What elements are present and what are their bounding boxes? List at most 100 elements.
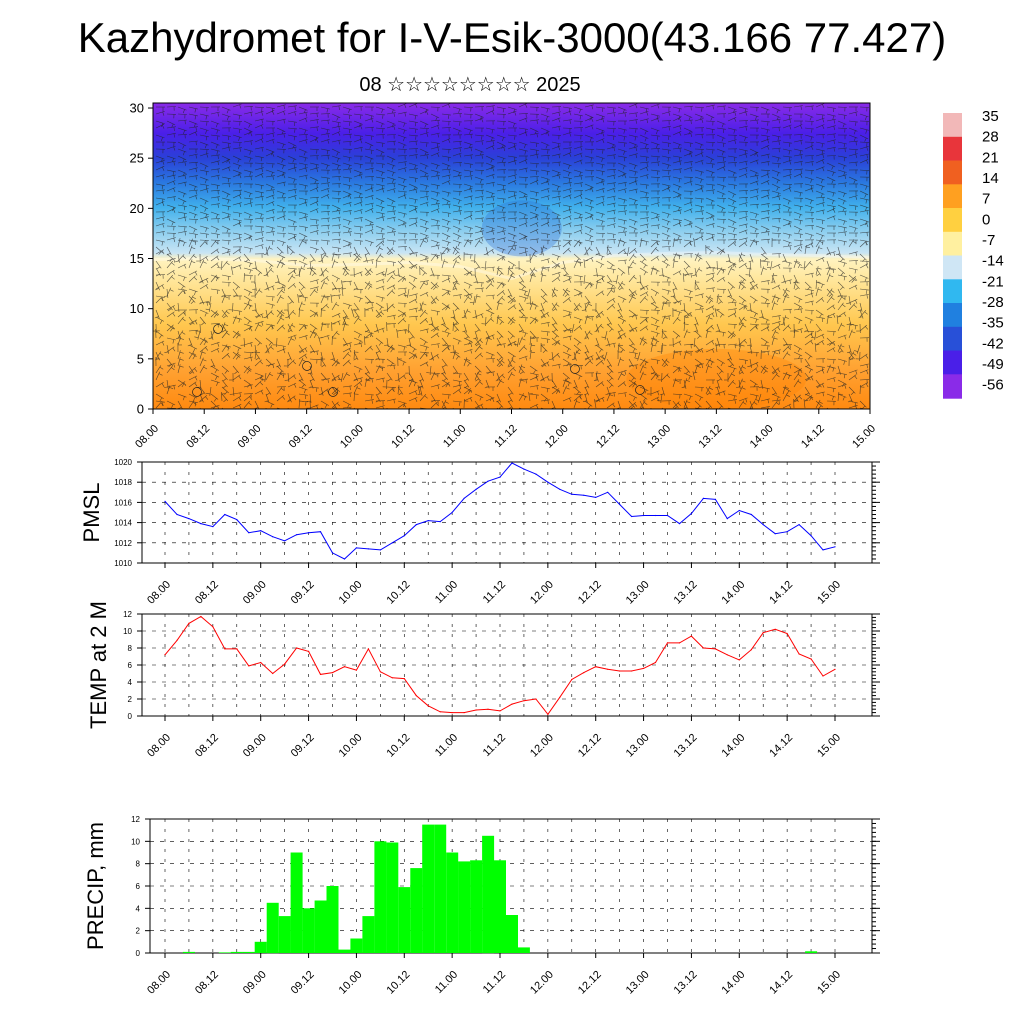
wind-barb-flag bbox=[601, 220, 603, 225]
wind-barb bbox=[661, 288, 671, 292]
wind-barb bbox=[375, 134, 386, 136]
wind-barb bbox=[583, 259, 586, 269]
wind-barb-flag bbox=[249, 248, 252, 253]
wind-barb-flag bbox=[403, 179, 405, 184]
wind-barb bbox=[837, 246, 841, 256]
wind-barb-flag bbox=[261, 218, 263, 223]
wind-barb bbox=[694, 253, 703, 260]
wind-barb-flag bbox=[623, 249, 627, 254]
wind-barb bbox=[386, 216, 396, 220]
wind-barb bbox=[331, 148, 341, 154]
wind-barb-flag bbox=[547, 222, 550, 227]
wind-barb-flag bbox=[204, 207, 207, 212]
wind-barb bbox=[375, 302, 384, 309]
wind-barb bbox=[793, 239, 804, 241]
wind-barb-flag bbox=[578, 304, 582, 308]
wind-barb bbox=[353, 281, 359, 291]
wind-barb-flag bbox=[371, 188, 374, 193]
wind-barb bbox=[606, 120, 617, 122]
wind-barb-flag bbox=[249, 327, 253, 332]
wind-barb bbox=[199, 357, 204, 367]
wind-barb bbox=[276, 253, 286, 259]
wind-barb bbox=[595, 155, 605, 159]
wind-barb bbox=[771, 217, 782, 220]
wind-barb bbox=[254, 350, 257, 360]
wind-barb-flag bbox=[499, 321, 503, 325]
wind-barb bbox=[628, 197, 638, 202]
wind-barb bbox=[320, 127, 330, 131]
wind-barb-flag bbox=[193, 186, 196, 191]
wind-barb bbox=[342, 141, 353, 143]
wind-barb-flag bbox=[503, 198, 505, 203]
wind-barb bbox=[540, 187, 550, 192]
wind-barb bbox=[430, 225, 441, 227]
wind-barb-flag bbox=[436, 220, 439, 225]
wind-barb-flag bbox=[666, 277, 669, 282]
wind-barb-flag bbox=[271, 227, 274, 232]
wind-barb-flag bbox=[855, 195, 858, 200]
wind-barb bbox=[397, 246, 408, 248]
wind-barb-flag bbox=[657, 135, 659, 140]
wind-barb-flag bbox=[819, 313, 823, 318]
wind-barb-flag bbox=[272, 217, 275, 222]
wind-barb-flag bbox=[393, 315, 395, 320]
wind-barb bbox=[384, 267, 388, 277]
wind-barb bbox=[199, 148, 210, 150]
wind-barb bbox=[628, 309, 637, 316]
wind-barb bbox=[782, 253, 787, 263]
wind-barb bbox=[683, 343, 694, 346]
wind-barb bbox=[628, 337, 635, 346]
wind-barb bbox=[276, 274, 280, 284]
wind-barb bbox=[859, 363, 869, 367]
wind-barb bbox=[518, 148, 528, 152]
wind-barb-flag bbox=[435, 283, 440, 288]
wind-barb bbox=[628, 294, 634, 304]
wind-barb-flag bbox=[326, 108, 329, 113]
wind-barb-flag bbox=[415, 103, 418, 108]
wind-barb-flag bbox=[778, 264, 781, 269]
wind-barb-flag bbox=[283, 287, 286, 292]
wind-barb-flag bbox=[635, 327, 638, 332]
wind-barb bbox=[661, 155, 671, 159]
wind-barb-flag bbox=[547, 234, 549, 239]
wind-barb bbox=[353, 106, 364, 108]
wind-barb-flag bbox=[382, 367, 384, 372]
wind-barb bbox=[793, 218, 803, 222]
wind-barb bbox=[496, 183, 506, 187]
wind-barb bbox=[265, 225, 275, 229]
wind-barb bbox=[518, 202, 528, 206]
wind-barb-flag bbox=[194, 108, 197, 113]
wind-barb bbox=[221, 372, 228, 381]
wind-barb bbox=[265, 363, 275, 367]
wind-barb-flag bbox=[755, 241, 758, 246]
wind-barb bbox=[694, 133, 705, 136]
wind-barb-flag bbox=[865, 326, 869, 330]
wind-barb-flag bbox=[470, 203, 473, 208]
wind-barb bbox=[309, 288, 316, 297]
wind-barb bbox=[815, 209, 825, 213]
wind-barb-flag bbox=[595, 357, 600, 361]
wind-barb bbox=[837, 127, 848, 129]
wind-barb-flag bbox=[601, 171, 604, 176]
wind-barb-flag bbox=[252, 309, 257, 311]
wind-barb bbox=[309, 365, 313, 375]
wind-barb bbox=[804, 105, 814, 108]
wind-barb-flag bbox=[283, 349, 286, 354]
wind-barb-flag bbox=[399, 265, 404, 270]
wind-barb bbox=[661, 148, 671, 151]
wind-barb-flag bbox=[580, 160, 583, 165]
wind-barb bbox=[760, 344, 770, 347]
wind-barb bbox=[221, 204, 231, 208]
wind-barb-flag bbox=[853, 179, 856, 184]
wind-barb-flag bbox=[303, 263, 306, 268]
wind-barb-flag bbox=[457, 228, 460, 233]
wind-barb bbox=[232, 211, 242, 214]
wind-barb-flag bbox=[764, 258, 767, 262]
wind-barb bbox=[177, 350, 181, 360]
wind-barb bbox=[683, 232, 693, 235]
wind-barb bbox=[815, 316, 825, 319]
wind-barb-flag bbox=[436, 327, 440, 331]
wind-barb bbox=[606, 217, 616, 220]
wind-barb-flag bbox=[643, 360, 648, 363]
